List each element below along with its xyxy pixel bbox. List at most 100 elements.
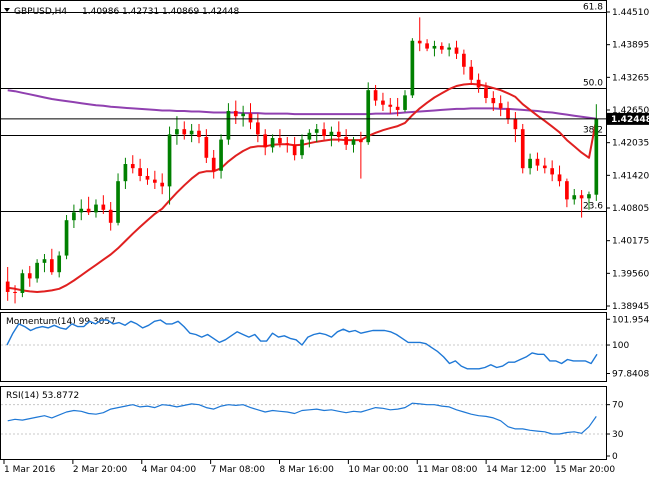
candle-body — [579, 195, 584, 199]
candle-body — [388, 104, 393, 107]
candle-body — [42, 259, 47, 263]
momentum-axis: 101.9545 100 97.8408 — [1, 315, 650, 380]
candle — [528, 153, 532, 175]
candle — [300, 134, 304, 159]
candle — [72, 204, 76, 228]
candle — [454, 40, 459, 59]
candle-body — [160, 182, 165, 187]
candle-body — [506, 108, 510, 119]
candle-body — [138, 168, 142, 176]
candle-body — [476, 79, 481, 88]
candle — [211, 149, 216, 179]
time-tick-label: 2 Mar 20:00 — [73, 465, 128, 475]
candle-body — [108, 209, 113, 223]
candle-body — [86, 208, 91, 213]
candle — [594, 104, 599, 201]
candle-body — [270, 138, 275, 148]
candle — [182, 121, 187, 140]
candle — [476, 73, 481, 93]
candle-body — [373, 90, 378, 101]
candle-body — [20, 273, 25, 293]
rsi-tick-label: 30 — [612, 430, 624, 440]
candle — [79, 199, 84, 221]
candle-body — [336, 131, 341, 137]
candle-body — [395, 106, 400, 110]
candle — [197, 123, 201, 144]
candle-body — [285, 143, 290, 145]
candle-body — [49, 259, 54, 273]
candle — [513, 112, 518, 143]
candle-body — [469, 66, 474, 80]
candle-body — [5, 281, 10, 292]
candle-body — [27, 273, 32, 279]
candle — [447, 43, 451, 57]
candle — [579, 190, 584, 218]
candle — [49, 248, 54, 275]
candle — [557, 165, 562, 187]
candle-body — [233, 110, 238, 117]
candle-body — [292, 144, 297, 156]
candle-body — [211, 157, 216, 171]
candle-body — [403, 95, 407, 110]
candle-body — [454, 47, 459, 54]
candle-body — [520, 129, 525, 169]
candle-body — [322, 129, 326, 136]
candle-body — [94, 204, 98, 213]
candle — [175, 116, 179, 145]
candle — [432, 40, 437, 57]
candle-body — [145, 175, 150, 180]
candle — [233, 100, 238, 124]
candle — [329, 126, 334, 147]
price-tick-label: 1.40805 — [612, 204, 649, 214]
candle — [248, 103, 253, 130]
candle-body — [300, 139, 304, 156]
fib-level-label: 23.6 — [583, 202, 603, 212]
candle — [226, 103, 231, 145]
candle — [256, 113, 260, 143]
momentum-series-line — [6, 319, 598, 370]
candle — [5, 266, 10, 301]
candle-body — [197, 130, 201, 137]
candle-body — [587, 194, 591, 199]
time-tick-label: 4 Mar 04:00 — [142, 465, 197, 475]
candle — [116, 173, 120, 226]
candle — [285, 136, 290, 153]
price-panel-frame — [0, 0, 607, 310]
candle — [388, 97, 393, 114]
candle — [108, 201, 113, 231]
candle-body — [248, 113, 253, 123]
candle-body — [535, 158, 540, 166]
dropdown-triangle-icon[interactable] — [4, 8, 10, 12]
candle — [160, 173, 165, 195]
candle-body — [79, 208, 84, 213]
price-tick-label: 1.42650 — [612, 106, 649, 116]
price-tick-label: 1.44510 — [612, 8, 649, 18]
time-tick-label: 1 Mar 2016 — [4, 465, 56, 475]
candle-body — [542, 165, 547, 169]
candle-body — [35, 262, 39, 279]
candle-body — [189, 130, 194, 135]
candle-body — [307, 132, 312, 140]
candle — [94, 199, 98, 218]
candle — [270, 134, 275, 153]
rsi-tick-label: 70 — [612, 401, 624, 411]
candle-body — [513, 118, 518, 130]
candle-body — [116, 181, 120, 223]
candle — [439, 42, 444, 54]
candle-body — [329, 131, 334, 136]
candle — [263, 129, 268, 156]
price-tick-label: 1.38945 — [612, 302, 649, 312]
candle — [314, 123, 319, 143]
candle — [86, 196, 91, 215]
candle — [359, 131, 363, 179]
candle — [153, 170, 157, 189]
candle — [322, 122, 326, 140]
candle — [506, 101, 510, 124]
candle — [219, 134, 223, 179]
candle — [344, 129, 348, 150]
current-price-marker: 1.42448 — [1, 112, 650, 125]
time-tick-label: 7 Mar 08:00 — [211, 465, 266, 475]
candle — [138, 158, 142, 182]
candle-body — [366, 90, 371, 143]
price-tick-label: 1.43265 — [612, 73, 649, 83]
